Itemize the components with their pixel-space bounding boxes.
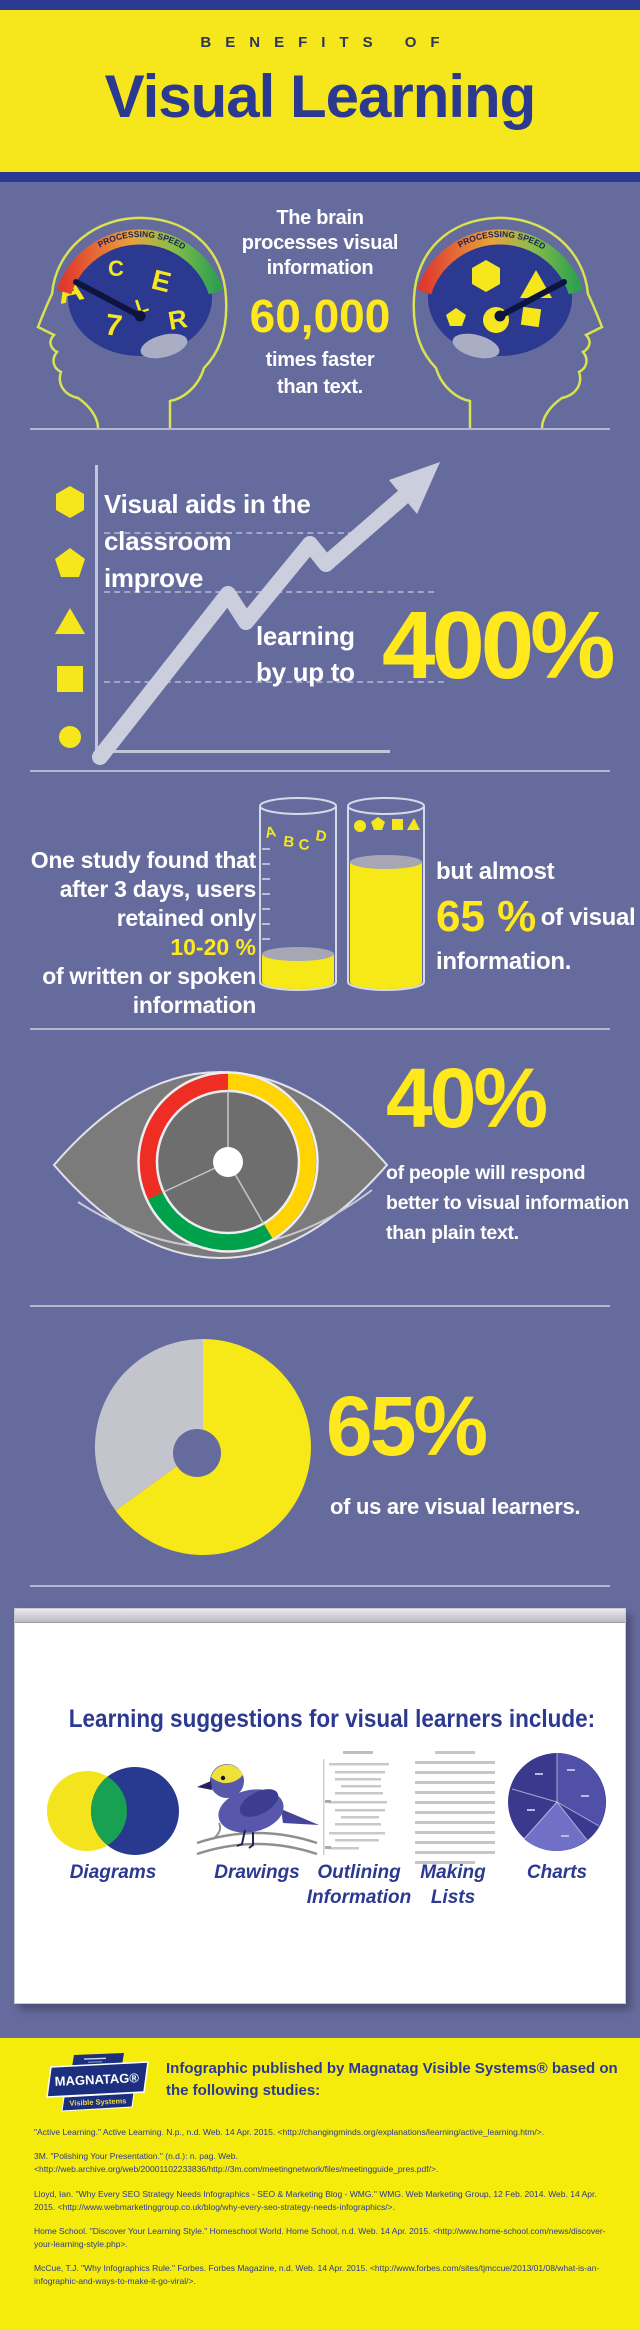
publisher-line: Infographic published by Magnatag Visibl…	[166, 2060, 618, 2099]
trend-arrow	[92, 462, 440, 765]
stat-60000: 60,000	[249, 290, 391, 342]
study-right-text: but almost 65 % of visual information.	[436, 858, 636, 976]
stat-40: 40%	[386, 1051, 548, 1145]
page-title: Visual Learning	[104, 63, 537, 130]
header-kicker: BENEFITS OF	[200, 34, 454, 51]
beaker-shapes	[354, 817, 420, 832]
suggestion-label-lists: Making Lists	[420, 1862, 486, 1908]
suggestion-label-drawings: Drawings	[214, 1862, 300, 1883]
eye-ring-chart	[52, 1070, 389, 1260]
study-line: One study found that	[30, 847, 257, 873]
study-left-text: One study found that after 3 days, users…	[18, 846, 257, 1020]
suggestion-label-outlining: Outlining Information	[306, 1862, 412, 1908]
stat-10-20: 10-20 %	[170, 934, 256, 960]
eye-caption: of people will respond better to visual …	[386, 1158, 629, 1248]
suggestion-label-charts: Charts	[526, 1862, 588, 1883]
classroom-line: learning	[256, 621, 355, 651]
stat-65-visual: 65 %	[436, 892, 537, 941]
gridline	[104, 532, 354, 534]
study-line: information	[132, 992, 257, 1018]
study-line: after 3 days, users	[59, 876, 257, 902]
stat-400: 400%	[382, 592, 616, 699]
classroom-line: improve	[104, 563, 204, 593]
bird-drawing-icon	[196, 1764, 319, 1856]
learners-caption: of us are visual learners.	[330, 1494, 581, 1519]
magnatag-logo: MAGNATAG® Visible Systems	[46, 2053, 149, 2112]
study-line: of visual	[540, 904, 636, 931]
pie-chart-icon	[508, 1753, 606, 1851]
svg-text:C: C	[298, 836, 310, 854]
top-bar	[0, 0, 640, 10]
logo-tagline: Visible Systems	[69, 2096, 126, 2107]
stat-65: 65%	[326, 1379, 488, 1473]
beaker-letters: A B C D	[264, 823, 328, 854]
classroom-line: Visual aids in the	[104, 489, 311, 519]
brain-outro-line: than text.	[277, 376, 363, 398]
footer: MAGNATAG® Visible Systems Infographic pu…	[0, 2038, 640, 2330]
classroom-line: by up to	[256, 657, 355, 687]
eye-caption-line: of people will respond	[386, 1162, 586, 1184]
gauge-needle-slow	[73, 279, 143, 319]
citation: McCue, T.J. "Why Infographics Rule." For…	[34, 2263, 600, 2287]
citation: "Active Learning." Active Learning. N.p.…	[34, 2127, 545, 2137]
eye-caption-line: than plain text.	[386, 1222, 519, 1244]
bullet-shapes-column	[55, 486, 85, 748]
section-divider	[30, 1585, 610, 1587]
brain-intro-line: information	[266, 257, 374, 279]
section-divider	[30, 770, 610, 772]
brain-stat-block: The brain processes visual information 6…	[230, 206, 410, 401]
classroom-lead-text: Visual aids in the classroom improve	[104, 486, 311, 597]
outline-document-icon	[323, 1751, 389, 1855]
brain-intro-line: The brain	[276, 207, 364, 229]
section-divider	[30, 1305, 610, 1307]
logo-wordmark: MAGNATAG®	[54, 2070, 139, 2089]
citation: Home School. "Discover Your Learning Sty…	[34, 2225, 606, 2250]
visual-learners-pie-chart	[94, 1339, 311, 1555]
section-divider	[30, 1028, 610, 1030]
whiteboard-title: Learning suggestions for visual learners…	[68, 1705, 596, 1733]
citation: Lloyd, Ian. "Why Every SEO Strategy Need…	[34, 2188, 597, 2212]
svg-text:B: B	[283, 833, 296, 851]
lined-list-icon	[415, 1751, 495, 1864]
retention-beakers-chart: A B C D	[259, 797, 425, 991]
chart-y-axis	[95, 465, 98, 752]
svg-text:R: R	[166, 303, 190, 336]
study-line: retained only	[116, 905, 257, 931]
brain-intro-line: processes visual	[241, 232, 399, 254]
study-line: of written or spoken	[42, 963, 256, 989]
eye-caption-line: better to visual information	[386, 1192, 629, 1214]
citations-list: "Active Learning." Active Learning. N.p.…	[34, 2126, 610, 2300]
header: BENEFITS OF Visual Learning	[0, 10, 640, 182]
svg-text:A: A	[264, 823, 278, 842]
whiteboard: Learning suggestions for visual learners…	[14, 1608, 626, 2004]
svg-text:7: 7	[103, 308, 124, 343]
section-divider	[30, 428, 610, 430]
chart-x-axis	[95, 750, 390, 753]
classroom-mid-text: learning by up to	[256, 618, 355, 690]
text-brain-illustration: A 7 E R C L PROCESSING SPEED	[36, 216, 228, 428]
visual-brain-illustration: PROCESSING SPEED	[412, 216, 604, 428]
whiteboard-frame	[15, 1609, 625, 1623]
venn-diagram-icon	[47, 1767, 179, 1855]
gauge-needle-fast	[497, 279, 567, 319]
gridline	[104, 681, 444, 683]
brain-outro-line: times faster	[265, 349, 375, 371]
classroom-line: classroom	[104, 526, 232, 556]
study-line: but almost	[436, 858, 555, 885]
svg-text:C: C	[108, 256, 124, 281]
suggestion-label-diagrams: Diagrams	[69, 1862, 157, 1883]
citation: 3M. "Polishing Your Presentation." (n.d.…	[34, 2151, 439, 2175]
svg-text:D: D	[314, 827, 328, 846]
study-line: information.	[436, 948, 572, 975]
